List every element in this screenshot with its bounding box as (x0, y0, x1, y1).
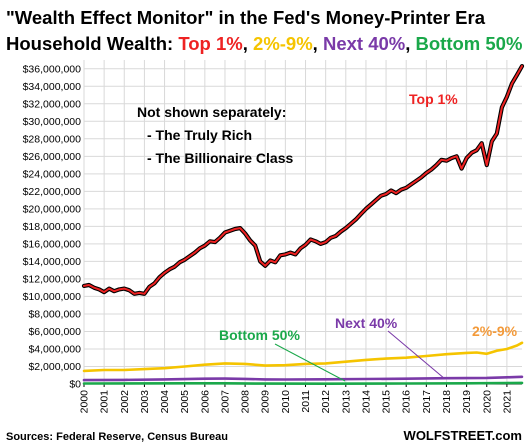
subtitle-part-3: , (313, 33, 323, 54)
x-tick-label: 2002 (119, 390, 131, 414)
series-line-next-40- (82, 375, 524, 382)
note-line-billionaire: - The Billionaire Class (147, 150, 293, 166)
label-2-9: 2%-9% (472, 323, 518, 339)
y-tick-label: $34,000,000 (23, 81, 82, 93)
label-bottom-50: Bottom 50% (219, 327, 300, 343)
x-tick-label: 2009 (260, 390, 272, 414)
y-tick-label: $4,000,000 (28, 343, 81, 355)
series-line-top-1- (83, 65, 523, 295)
subtitle-part-4: Next 40% (323, 33, 405, 54)
y-tick-label: $32,000,000 (23, 98, 82, 110)
x-axis-ticks: 2000 2001 2002 2003 2004 2005 2006 2007 2008 2009… (79, 384, 513, 414)
leader-bottom-50 (274, 343, 346, 382)
series-line-bottom-50- (82, 381, 524, 386)
subtitle-prefix: Household Wealth: (6, 33, 178, 54)
y-tick-label: $28,000,000 (23, 133, 82, 145)
source-note: Sources: Federal Reserve, Census Bureau (6, 431, 228, 443)
subtitle-part-1: , (243, 33, 253, 54)
x-tick-label: 2013 (340, 390, 352, 414)
y-tick-label: $0 (69, 379, 81, 391)
x-tick-label: 2005 (179, 390, 191, 414)
y-tick-label: $30,000,000 (23, 116, 82, 128)
subtitle-part-5: , (405, 33, 415, 54)
x-tick-label: 2021 (501, 390, 513, 414)
chart-subtitle: Household Wealth: Top 1%, 2%-9%, Next 40… (6, 33, 522, 54)
x-tick-label: 2016 (401, 390, 413, 414)
y-axis-ticks: $0 $2,000,000 $4,000,000 $6,000,000 $8,000,0… (23, 63, 82, 390)
x-tick-label: 2020 (481, 390, 493, 414)
x-tick-label: 2003 (139, 390, 151, 414)
y-tick-label: $26,000,000 (23, 151, 82, 163)
subtitle-part-0: Top 1% (178, 33, 242, 54)
x-tick-label: 2011 (300, 390, 312, 413)
y-tick-label: $14,000,000 (23, 256, 82, 268)
x-tick-label: 2014 (360, 390, 372, 414)
y-tick-label: $8,000,000 (28, 308, 81, 320)
y-tick-label: $20,000,000 (23, 203, 82, 215)
subtitle-colored-parts: Top 1%, 2%-9%, Next 40%, Bottom 50% (178, 33, 522, 54)
series-labels: Top 1% 2%-9% Next 40% Bottom 50% (219, 91, 518, 382)
y-tick-label: $6,000,000 (28, 326, 81, 338)
note-line-truly-rich: - The Truly Rich (147, 127, 252, 143)
x-tick-label: 2019 (461, 390, 473, 414)
subtitle-part-6: Bottom 50% (416, 33, 523, 54)
x-tick-label: 2000 (79, 390, 91, 414)
y-tick-label: $18,000,000 (23, 221, 82, 233)
y-tick-label: $2,000,000 (28, 361, 81, 373)
y-tick-label: $22,000,000 (23, 186, 82, 198)
x-tick-label: 2018 (441, 390, 453, 414)
y-tick-label: $10,000,000 (23, 291, 82, 303)
x-tick-label: 2001 (99, 390, 111, 414)
x-tick-label: 2006 (199, 390, 211, 414)
x-tick-label: 2008 (240, 390, 252, 414)
x-tick-label: 2015 (381, 390, 393, 414)
x-tick-label: 2010 (280, 390, 292, 414)
x-tick-label: 2017 (421, 390, 433, 414)
y-tick-label: $12,000,000 (23, 273, 82, 285)
grid-lines (83, 60, 522, 385)
note-title: Not shown separately: (137, 104, 286, 120)
chart-title: "Wealth Effect Monitor" in the Fed's Mon… (6, 7, 486, 28)
series-line-2-9- (82, 341, 524, 373)
y-tick-label: $36,000,000 (23, 63, 82, 75)
y-tick-label: $16,000,000 (23, 238, 82, 250)
brand: WOLFSTREET.com (404, 428, 522, 443)
label-next-40: Next 40% (335, 315, 398, 331)
y-tick-label: $24,000,000 (23, 168, 82, 180)
label-top-1: Top 1% (409, 91, 458, 107)
x-tick-label: 2007 (219, 390, 231, 414)
x-tick-label: 2012 (320, 390, 332, 414)
x-tick-label: 2004 (159, 390, 171, 414)
series-lines (81, 63, 525, 386)
leader-next-40 (387, 330, 446, 380)
subtitle-part-2: 2%-9% (253, 33, 313, 54)
